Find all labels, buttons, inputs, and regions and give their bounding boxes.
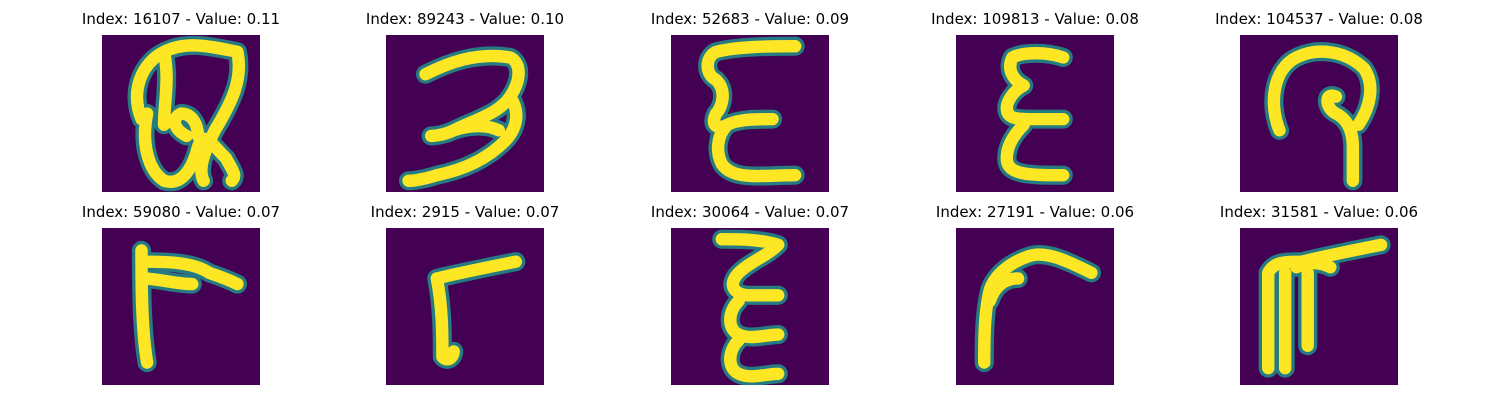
handwritten-glyph-image [1240,228,1398,385]
panel-title: Index: 31581 - Value: 0.06 [1219,203,1419,221]
handwritten-glyph-image [102,228,260,385]
panel-title: Index: 89243 - Value: 0.10 [365,10,565,28]
glyph-stroke [402,49,525,187]
panel-title: Index: 59080 - Value: 0.07 [81,203,281,221]
glyph-stroke [978,248,1098,369]
handwritten-glyph-image [671,228,829,385]
panel-2: Index: 89243 - Value: 0.10 [345,8,585,192]
handwritten-glyph-image [386,35,544,192]
panel-title: Index: 16107 - Value: 0.11 [81,10,281,28]
handwritten-glyph-image [102,35,260,192]
panel-8: Index: 30064 - Value: 0.07 [630,201,870,385]
panel-title: Index: 104537 - Value: 0.08 [1215,10,1423,28]
glyph-stroke [130,39,246,188]
handwritten-glyph-image [1240,35,1398,192]
panel-4: Index: 109813 - Value: 0.08 [915,8,1155,192]
panel-9: Index: 27191 - Value: 0.06 [915,201,1155,385]
handwritten-glyph-image [956,228,1114,385]
panel-title: Index: 30064 - Value: 0.07 [650,203,850,221]
panel-title: Index: 2915 - Value: 0.07 [370,203,560,221]
glyph-stroke [430,255,522,366]
panel-5: Index: 104537 - Value: 0.08 [1199,8,1439,192]
panel-1: Index: 16107 - Value: 0.11 [61,8,301,192]
handwritten-glyph-image [671,35,829,192]
glyph-stroke [715,233,785,383]
glyph-stroke [1267,45,1377,187]
panel-title: Index: 109813 - Value: 0.08 [931,10,1139,28]
glyph-stroke [1000,47,1070,182]
glyph-stroke [135,244,244,369]
panel-3: Index: 52683 - Value: 0.09 [630,8,870,192]
handwritten-glyph-image [956,35,1114,192]
glyph-stroke [701,40,802,183]
panel-10: Index: 31581 - Value: 0.06 [1199,201,1439,385]
panel-6: Index: 59080 - Value: 0.07 [61,201,301,385]
panel-title: Index: 27191 - Value: 0.06 [935,203,1135,221]
panel-title: Index: 52683 - Value: 0.09 [650,10,850,28]
panel-7: Index: 2915 - Value: 0.07 [345,201,585,385]
handwritten-glyph-image [386,228,544,385]
glyph-stroke [1262,238,1388,375]
